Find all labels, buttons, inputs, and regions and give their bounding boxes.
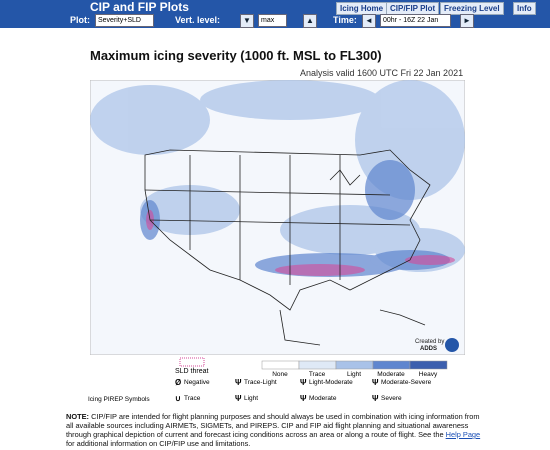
pirep-label: Negative (184, 379, 210, 386)
page-title: CIP and FIP Plots (90, 0, 189, 14)
pirep-symbol: Ψ (300, 378, 307, 387)
map-title: Maximum icing severity (1000 ft. MSL to … (90, 48, 382, 63)
pirep-symbol: Ø (175, 378, 181, 387)
plot-select[interactable]: Severity+SLD (95, 14, 154, 27)
pirep-label: Light-Moderate (309, 379, 353, 386)
plot-label: Plot: (70, 15, 90, 25)
pirep-label: Trace (184, 395, 201, 402)
scale-label: Light (347, 371, 361, 378)
pirep-symbol: ∪ (175, 394, 181, 403)
map-credit: Created by (415, 339, 444, 345)
pirep-symbol: Ψ (300, 394, 307, 403)
scale-label: Trace (309, 371, 326, 378)
map-credit-org: ADDS (420, 346, 437, 352)
pirep-label: Moderate-Severe (381, 379, 432, 386)
time-select[interactable]: 00hr - 16Z 22 Jan (380, 14, 452, 27)
time-label: Time: (333, 15, 357, 25)
time-prev[interactable]: ◄ (362, 14, 376, 28)
sld-label: SLD threat (175, 368, 209, 375)
scale-label: None (272, 371, 288, 378)
map-subtitle: Analysis valid 1600 UTC Fri 22 Jan 2021 (300, 68, 464, 78)
level-up[interactable]: ▲ (303, 14, 317, 28)
pirep-label: Light (244, 395, 258, 402)
legend: SLD threat None Trace Light Moderate Heavy I… (88, 357, 448, 403)
scale-label: Moderate (377, 371, 405, 378)
level-select[interactable]: max (258, 14, 288, 27)
pirep-title: Icing PIREP Symbols (88, 396, 150, 403)
level-down[interactable]: ▼ (240, 14, 254, 28)
pirep-symbol: Ψ (372, 378, 379, 387)
pirep-label: Severe (381, 395, 402, 402)
pirep-label: Trace-Light (244, 379, 277, 386)
level-label: Vert. level: (175, 15, 221, 25)
note: NOTE: CIP/FIP are intended for flight pl… (66, 412, 486, 448)
pirep-symbol: Ψ (235, 378, 242, 387)
scale-label: Heavy (419, 371, 438, 378)
nav-button[interactable]: Info (513, 2, 536, 15)
icing-map: Created by ADDS (90, 80, 465, 355)
pirep-label: Moderate (309, 395, 337, 402)
pirep-symbol: Ψ (372, 394, 379, 403)
note-text: for additional information on CIP/FIP us… (66, 439, 251, 448)
note-text: CIP/FIP are intended for flight planning… (66, 412, 480, 439)
note-label: NOTE: (66, 412, 89, 421)
pirep-symbol: Ψ (235, 394, 242, 403)
time-next[interactable]: ► (460, 14, 474, 28)
help-link[interactable]: Help Page (445, 430, 481, 439)
